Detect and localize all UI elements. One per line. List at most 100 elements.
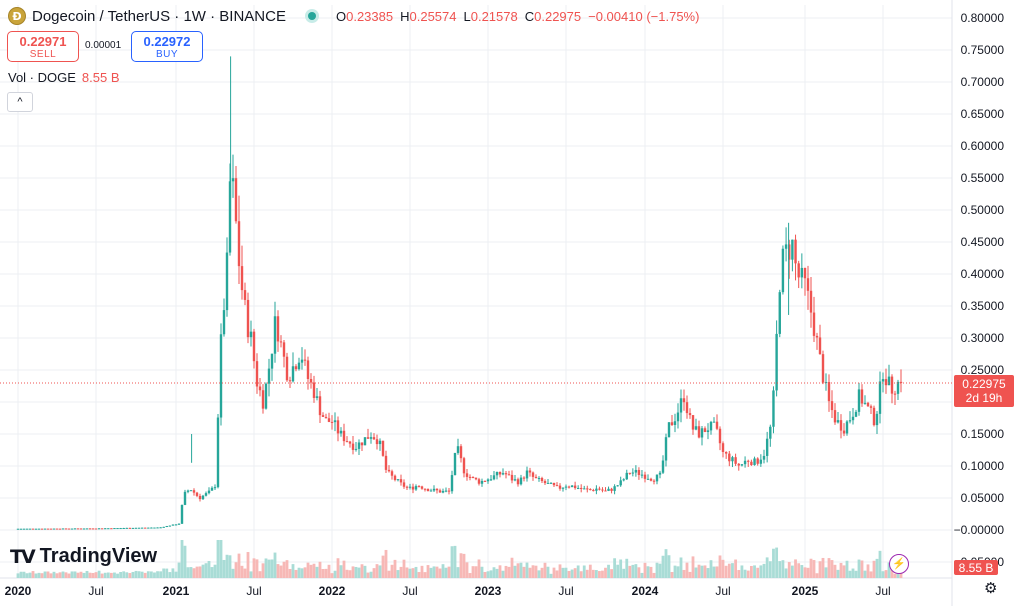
change-value: −0.00410 (−1.75%) bbox=[588, 8, 700, 24]
volume-bar bbox=[312, 563, 316, 578]
candle-body bbox=[495, 471, 499, 476]
volume-bar bbox=[225, 554, 229, 578]
candle-body bbox=[890, 376, 894, 394]
volume-bar bbox=[697, 564, 701, 578]
candle-body bbox=[288, 380, 292, 382]
candle-body bbox=[312, 382, 316, 398]
volume-bar bbox=[435, 566, 439, 578]
volume-bar bbox=[634, 564, 638, 578]
candle-body bbox=[339, 430, 343, 434]
volume-bar bbox=[333, 570, 337, 578]
close-value: 0.22975 bbox=[534, 8, 582, 24]
volume-bar bbox=[366, 572, 370, 578]
volume-bar bbox=[276, 564, 280, 578]
volume-bar bbox=[79, 571, 83, 578]
volume-bar bbox=[360, 564, 364, 578]
volume-bar bbox=[441, 564, 445, 578]
volume-bar bbox=[670, 571, 674, 578]
volume-bar bbox=[106, 572, 110, 578]
candle-body bbox=[631, 472, 635, 474]
candle-body bbox=[354, 448, 358, 450]
candle-body bbox=[321, 415, 325, 417]
candle-body bbox=[369, 437, 373, 439]
volume-bar bbox=[679, 557, 683, 578]
sell-button[interactable]: 0.22971 SELL bbox=[7, 31, 79, 62]
candle-body bbox=[204, 493, 208, 496]
tradingview-logo[interactable]: TV TradingView bbox=[10, 545, 157, 568]
candle-body bbox=[16, 528, 20, 530]
candle-body bbox=[592, 490, 595, 492]
candle-body bbox=[225, 252, 229, 311]
candle-body bbox=[899, 381, 903, 383]
candle-body bbox=[869, 406, 873, 408]
candle-body bbox=[378, 440, 382, 445]
volume-bar bbox=[498, 565, 502, 578]
candle-body bbox=[131, 527, 135, 529]
bolt-icon[interactable]: ⚡ bbox=[889, 554, 909, 574]
volume-bar bbox=[607, 564, 610, 578]
volume-bar bbox=[31, 571, 35, 578]
candle-body bbox=[46, 528, 50, 530]
volume-bar bbox=[444, 567, 448, 578]
candle-body bbox=[670, 422, 674, 425]
volume-bar bbox=[240, 565, 244, 578]
candle-body bbox=[85, 528, 89, 530]
candle-body bbox=[210, 487, 214, 491]
volume-bar bbox=[637, 567, 641, 578]
candle-body bbox=[192, 490, 196, 493]
buy-label: BUY bbox=[155, 49, 179, 60]
volume-bar bbox=[682, 569, 686, 578]
volume-bar bbox=[122, 571, 126, 578]
candle-body bbox=[348, 441, 352, 444]
volume-bar bbox=[649, 566, 653, 578]
candle-body bbox=[267, 368, 271, 384]
candle-body bbox=[803, 267, 807, 279]
candle-body bbox=[616, 485, 619, 487]
candle-body bbox=[806, 278, 810, 291]
volume-bar bbox=[875, 558, 879, 578]
candle-body bbox=[791, 239, 794, 260]
volume-bar bbox=[288, 568, 292, 578]
candle-body bbox=[429, 490, 433, 492]
volume-bar bbox=[471, 566, 475, 578]
volume-bar bbox=[869, 571, 873, 578]
collapse-indicators-button[interactable]: ^ bbox=[7, 92, 33, 112]
doge-coin-icon: Ð bbox=[8, 7, 26, 25]
sell-label: SELL bbox=[29, 49, 57, 60]
candle-body bbox=[800, 267, 804, 278]
volume-bar bbox=[143, 572, 147, 578]
buy-button[interactable]: 0.22972 BUY bbox=[131, 31, 203, 62]
candle-body bbox=[552, 482, 556, 486]
volume-bar bbox=[658, 563, 662, 578]
volume-bar bbox=[432, 566, 436, 578]
candle-body bbox=[564, 486, 568, 488]
volume-bar bbox=[516, 563, 520, 578]
candle-body bbox=[372, 437, 376, 440]
volume-bar bbox=[447, 566, 451, 578]
candle-body bbox=[537, 478, 541, 480]
volume-bar bbox=[318, 561, 322, 578]
candle-body bbox=[628, 472, 632, 474]
settings-icon[interactable]: ⚙ bbox=[984, 579, 998, 597]
volume-bar bbox=[610, 569, 613, 578]
candle-body bbox=[31, 528, 35, 530]
candle-body bbox=[673, 421, 677, 425]
volume-bar bbox=[790, 565, 794, 578]
candle-body bbox=[893, 393, 897, 395]
candle-body bbox=[459, 446, 463, 459]
y-tick-label: 0.60000 bbox=[961, 139, 1005, 153]
open-key: O bbox=[335, 8, 347, 24]
volume-bar bbox=[775, 547, 779, 578]
volume-bar bbox=[899, 569, 903, 578]
volume-bar bbox=[787, 562, 791, 578]
volume-bar bbox=[387, 570, 391, 578]
volume-bar bbox=[348, 570, 352, 578]
candle-body bbox=[700, 428, 704, 438]
tradingview-mark-icon: TV bbox=[10, 545, 36, 568]
candle-body bbox=[330, 421, 334, 423]
y-tick-label: 0.75000 bbox=[961, 43, 1005, 57]
candle-body bbox=[728, 453, 731, 462]
symbol-title[interactable]: Dogecoin / TetherUS · 1W · BINANCE bbox=[32, 7, 286, 25]
volume-bar bbox=[727, 563, 731, 578]
